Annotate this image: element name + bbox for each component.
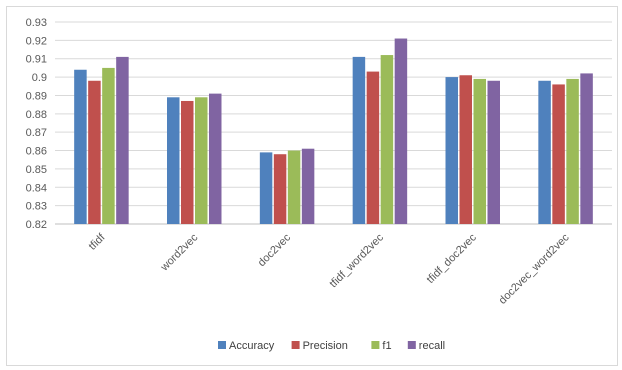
y-tick-label: 0.82 — [26, 219, 47, 231]
legend-swatch-precision — [291, 341, 300, 349]
legend-swatch-accuracy — [218, 341, 226, 349]
x-tick-label: tfidf_word2vec — [327, 231, 386, 290]
bar-accuracy-word2vec — [167, 97, 180, 224]
y-tick-label: 0.84 — [26, 182, 47, 194]
y-tick-label: 0.88 — [26, 109, 47, 121]
bar-precision-doc2vec_word2vec — [552, 84, 565, 224]
bar-recall-tfidf_word2vec — [394, 38, 408, 225]
legend-label-accuracy: Accuracy — [229, 340, 275, 352]
y-tick-label: 0.89 — [26, 90, 47, 102]
y-tick-label: 0.83 — [26, 201, 47, 213]
bar-accuracy-tfidf_doc2vec — [445, 77, 458, 224]
x-tick-label: tfidf_doc2vec — [425, 231, 480, 286]
bar-accuracy-doc2vec_word2vec — [538, 80, 551, 224]
bar-accuracy-tfidf_word2vec — [352, 56, 366, 225]
bar-recall-tfidf — [116, 56, 129, 225]
bar-precision-tfidf_word2vec — [366, 71, 380, 224]
y-tick-label: 0.92 — [26, 35, 47, 47]
y-tick-label: 0.86 — [26, 146, 47, 158]
bar-f1-doc2vec_word2vec — [566, 78, 579, 224]
x-tick-label: doc2vec_word2vec — [497, 231, 572, 306]
y-tick-label: 0.9 — [32, 72, 47, 84]
x-tick-label: doc2vec — [256, 231, 294, 269]
bar-recall-doc2vec — [301, 148, 315, 224]
bar-precision-doc2vec — [273, 154, 287, 224]
legend-label-f1: f1 — [382, 340, 391, 352]
y-tick-label: 0.85 — [26, 164, 47, 176]
bar-recall-doc2vec_word2vec — [580, 73, 593, 224]
legend-swatch-f1 — [371, 341, 380, 349]
bar-f1-tfidf_doc2vec — [473, 78, 486, 224]
x-tick-label: word2vec — [158, 231, 201, 274]
y-tick-label: 0.91 — [26, 54, 47, 66]
bar-f1-doc2vec — [287, 150, 301, 224]
bar-recall-word2vec — [209, 93, 222, 224]
bar-recall-tfidf_doc2vec — [487, 80, 500, 224]
bar-accuracy-doc2vec — [259, 152, 273, 224]
bar-precision-tfidf — [88, 80, 101, 224]
bar-f1-tfidf — [102, 67, 115, 224]
x-tick-label: tfidf — [87, 231, 109, 253]
legend-label-precision: Precision — [303, 340, 348, 352]
bar-f1-tfidf_word2vec — [380, 55, 394, 224]
bar-f1-word2vec — [195, 97, 208, 224]
bar-precision-word2vec — [181, 100, 194, 224]
bar-accuracy-tfidf — [74, 69, 87, 224]
y-tick-label: 0.87 — [26, 127, 47, 139]
y-tick-label: 0.93 — [26, 17, 47, 29]
legend-swatch-recall — [407, 341, 416, 349]
legend-label-recall: recall — [419, 340, 445, 352]
bar-precision-tfidf_doc2vec — [459, 75, 472, 224]
